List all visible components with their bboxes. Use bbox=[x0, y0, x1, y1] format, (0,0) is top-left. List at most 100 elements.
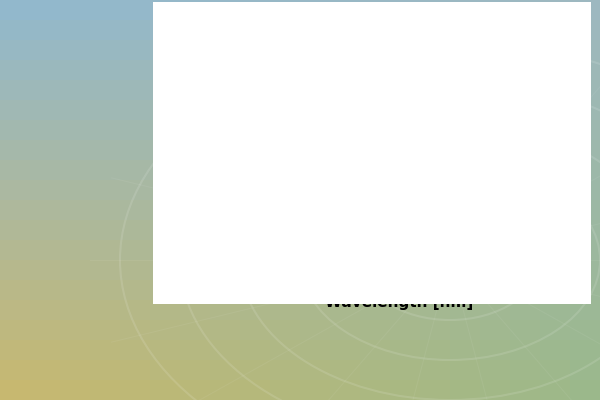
Bar bbox=[30, 160, 60, 180]
Bar bbox=[270, 320, 300, 340]
Bar bbox=[30, 300, 60, 320]
Bar bbox=[360, 300, 390, 320]
Bar bbox=[90, 380, 120, 400]
Bar bbox=[420, 120, 450, 140]
Bar bbox=[30, 140, 60, 160]
Bar bbox=[360, 40, 390, 60]
Bar bbox=[120, 380, 150, 400]
Bar bbox=[210, 160, 240, 180]
Bar bbox=[180, 360, 210, 380]
Bar bbox=[450, 220, 480, 240]
Bar bbox=[450, 0, 480, 20]
Bar bbox=[480, 240, 510, 260]
Bar bbox=[480, 180, 510, 200]
Bar bbox=[120, 180, 150, 200]
Bar bbox=[60, 300, 90, 320]
Bar bbox=[300, 340, 330, 360]
Bar bbox=[60, 200, 90, 220]
Bar bbox=[150, 380, 180, 400]
Bar bbox=[120, 340, 150, 360]
Bar bbox=[210, 120, 240, 140]
Bar bbox=[330, 100, 360, 120]
Bar bbox=[540, 200, 570, 220]
Bar bbox=[570, 380, 600, 400]
Bar bbox=[450, 280, 480, 300]
Bar bbox=[540, 220, 570, 240]
Bar bbox=[450, 60, 480, 80]
Bar bbox=[150, 220, 180, 240]
Bar bbox=[90, 100, 120, 120]
Bar bbox=[450, 160, 480, 180]
Bar bbox=[0, 160, 30, 180]
Bar bbox=[0, 140, 30, 160]
Bar bbox=[390, 240, 420, 260]
Bar bbox=[30, 120, 60, 140]
Bar bbox=[90, 320, 120, 340]
Bar bbox=[330, 380, 360, 400]
Bar bbox=[270, 240, 300, 260]
Bar bbox=[450, 360, 480, 380]
Bar bbox=[390, 280, 420, 300]
Bar bbox=[120, 100, 150, 120]
Bar bbox=[480, 0, 510, 20]
Bar bbox=[90, 200, 120, 220]
Bar bbox=[60, 20, 90, 40]
Bar bbox=[30, 200, 60, 220]
Bar bbox=[480, 160, 510, 180]
Bar bbox=[120, 0, 150, 20]
Bar bbox=[90, 340, 120, 360]
Bar bbox=[390, 160, 420, 180]
Bar bbox=[390, 180, 420, 200]
Bar bbox=[540, 20, 570, 40]
Bar bbox=[270, 40, 300, 60]
Bar bbox=[30, 320, 60, 340]
Bar bbox=[60, 80, 90, 100]
Bar bbox=[540, 320, 570, 340]
Bar bbox=[330, 60, 360, 80]
Bar bbox=[30, 80, 60, 100]
Bar bbox=[360, 80, 390, 100]
Bar bbox=[60, 240, 90, 260]
Bar bbox=[210, 0, 240, 20]
Bar bbox=[420, 220, 450, 240]
Bar bbox=[570, 100, 600, 120]
Bar bbox=[240, 240, 270, 260]
X-axis label: Wavelength [nm]: Wavelength [nm] bbox=[325, 295, 473, 310]
Bar bbox=[360, 100, 390, 120]
Bar bbox=[480, 340, 510, 360]
Bar bbox=[90, 300, 120, 320]
Bar bbox=[90, 40, 120, 60]
Bar bbox=[330, 0, 360, 20]
Bar bbox=[510, 120, 540, 140]
Bar bbox=[120, 80, 150, 100]
Bar bbox=[480, 220, 510, 240]
Bar bbox=[540, 0, 570, 20]
Bar bbox=[30, 340, 60, 360]
Bar bbox=[330, 300, 360, 320]
Bar bbox=[90, 280, 120, 300]
Bar bbox=[330, 220, 360, 240]
Bar bbox=[0, 60, 30, 80]
Bar bbox=[330, 320, 360, 340]
Bar bbox=[390, 60, 420, 80]
Bar bbox=[450, 120, 480, 140]
Bar bbox=[0, 40, 30, 60]
Bar bbox=[330, 180, 360, 200]
Bar bbox=[330, 140, 360, 160]
Bar bbox=[330, 20, 360, 40]
Bar bbox=[330, 80, 360, 100]
Bar bbox=[510, 140, 540, 160]
Bar bbox=[390, 0, 420, 20]
Bar bbox=[270, 100, 300, 120]
Bar bbox=[360, 200, 390, 220]
Bar bbox=[30, 40, 60, 60]
Bar bbox=[300, 20, 330, 40]
Bar bbox=[510, 80, 540, 100]
Bar bbox=[450, 20, 480, 40]
Bar bbox=[510, 180, 540, 200]
Bar bbox=[150, 20, 180, 40]
Bar bbox=[90, 220, 120, 240]
Bar bbox=[570, 220, 600, 240]
Bar bbox=[150, 60, 180, 80]
Bar bbox=[510, 220, 540, 240]
